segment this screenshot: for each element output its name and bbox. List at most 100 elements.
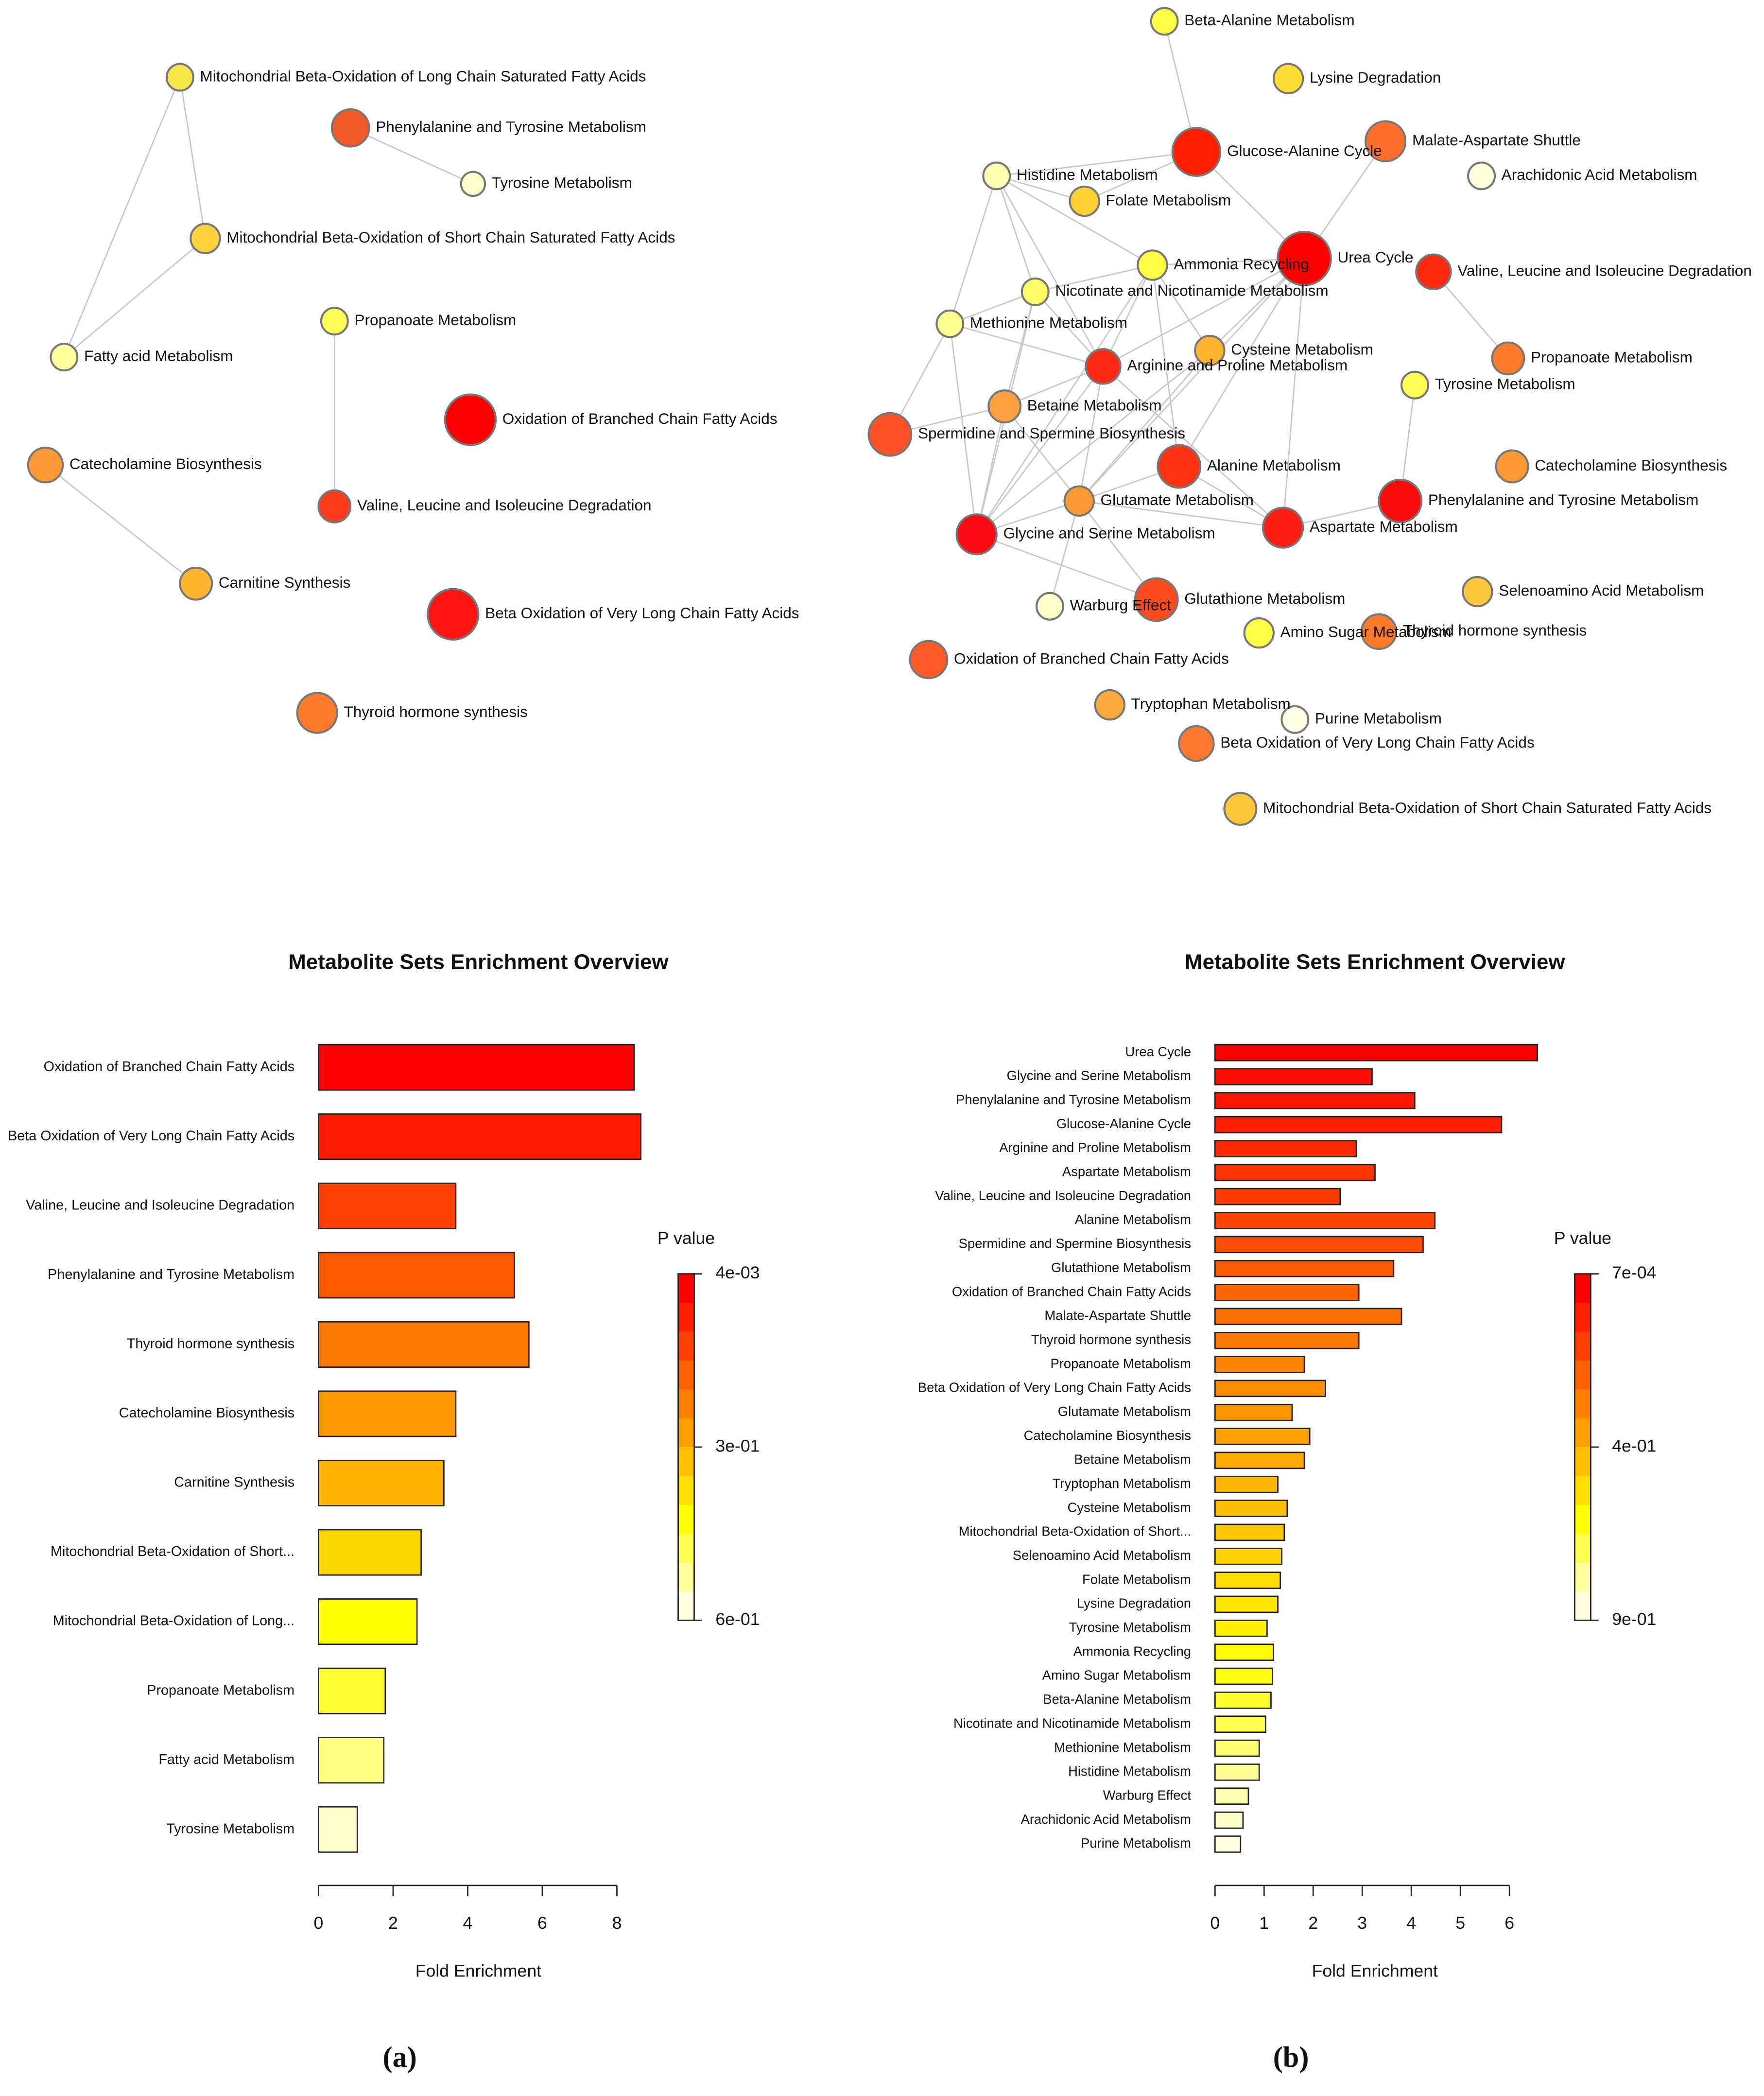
colorbar-step xyxy=(678,1274,694,1303)
bar xyxy=(1214,1308,1402,1326)
node-label: Tyrosine Metabolism xyxy=(492,174,632,192)
node xyxy=(1365,120,1407,162)
edge xyxy=(1004,406,1080,502)
x-tick-label: 1 xyxy=(1259,1913,1269,1933)
category-label: Thyroid hormone synthesis xyxy=(1031,1332,1191,1347)
category-label: Phenylalanine and Tyrosine Metabolism xyxy=(956,1092,1191,1107)
x-tick-label: 5 xyxy=(1455,1913,1465,1933)
node xyxy=(1262,507,1304,549)
category-label: Glutamate Metabolism xyxy=(1058,1404,1191,1419)
edge xyxy=(1102,264,1153,367)
bar xyxy=(318,1460,445,1506)
category-label: Nicotinate and Nicotinamide Metabolism xyxy=(953,1715,1191,1730)
node xyxy=(1360,613,1398,650)
node-label: Cysteine Metabolism xyxy=(1231,340,1373,358)
node xyxy=(1462,576,1493,608)
category-label: Aspartate Metabolism xyxy=(1062,1164,1191,1179)
bar xyxy=(1214,1140,1357,1157)
node xyxy=(1272,63,1304,94)
node-label: Tryptophan Metabolism xyxy=(1131,695,1291,712)
colorbar-step xyxy=(678,1562,694,1592)
edge xyxy=(63,238,206,358)
node xyxy=(1171,127,1222,177)
category-label: Purine Metabolism xyxy=(1081,1835,1191,1851)
node-label: Arginine and Proline Metabolism xyxy=(1127,356,1348,374)
colorbar-step xyxy=(678,1360,694,1390)
colorbar-step xyxy=(1574,1389,1591,1419)
colorbar-label: 6e-01 xyxy=(715,1609,760,1629)
bar xyxy=(1214,1500,1288,1517)
colorbar-step xyxy=(678,1504,694,1535)
bar xyxy=(1214,1428,1311,1445)
category-label: Mitochondrial Beta-Oxidation of Short... xyxy=(959,1524,1191,1539)
node xyxy=(1150,7,1179,36)
node xyxy=(1378,478,1423,524)
node-label: Catecholamine Biosynthesis xyxy=(1535,456,1727,474)
node xyxy=(1223,791,1258,826)
node-label: Glutamate Metabolism xyxy=(1101,491,1254,508)
category-label: Thyroid hormone synthesis xyxy=(127,1336,294,1352)
category-label: Phenylalanine and Tyrosine Metabolism xyxy=(48,1267,294,1282)
bar xyxy=(318,1113,641,1160)
node xyxy=(987,389,1022,424)
node-label: Amino Sugar Metabolism xyxy=(1280,623,1452,640)
node xyxy=(460,171,486,197)
bar xyxy=(1214,1620,1268,1637)
bar xyxy=(1214,1572,1281,1589)
bar xyxy=(1214,1116,1503,1134)
node-label: Oxidation of Branched Chain Fatty Acids xyxy=(502,410,778,427)
bar xyxy=(1214,1212,1436,1229)
node-label: Valine, Leucine and Isoleucine Degradati… xyxy=(1457,262,1752,279)
node-label: Histidine Metabolism xyxy=(1017,166,1158,183)
bar xyxy=(1214,1667,1273,1685)
x-tick-label: 8 xyxy=(612,1913,622,1933)
category-label: Catecholamine Biosynthesis xyxy=(119,1405,294,1421)
category-label: Malate-Aspartate Shuttle xyxy=(1044,1308,1191,1323)
node-label: Tyrosine Metabolism xyxy=(1435,375,1575,393)
edge xyxy=(976,533,1157,600)
category-label: Mitochondrial Beta-Oxidation of Long... xyxy=(53,1613,294,1629)
node xyxy=(444,393,497,446)
node xyxy=(1178,725,1215,762)
category-label: Glucose-Alanine Cycle xyxy=(1056,1116,1191,1131)
category-label: Arachidonic Acid Metabolism xyxy=(1021,1812,1191,1827)
node xyxy=(1401,370,1429,400)
node xyxy=(955,513,998,556)
node-label: Propanoate Metabolism xyxy=(1531,349,1693,366)
bar xyxy=(1214,1475,1279,1493)
edge xyxy=(1152,265,1180,467)
bar xyxy=(1214,1188,1341,1205)
node-label: Betaine Metabolism xyxy=(1027,396,1162,414)
colorbar-step xyxy=(1574,1562,1591,1592)
bar xyxy=(1214,1643,1274,1661)
colorbar-label: 9e-01 xyxy=(1612,1609,1656,1629)
node xyxy=(1137,249,1168,281)
category-label: Warburg Effect xyxy=(1103,1787,1192,1802)
category-label: Ammonia Recycling xyxy=(1073,1643,1191,1659)
x-tick-label: 6 xyxy=(537,1913,547,1933)
edge xyxy=(976,406,1005,535)
node-label: Beta Oxidation of Very Long Chain Fatty … xyxy=(1220,734,1534,751)
node-label: Beta-Alanine Metabolism xyxy=(1184,11,1354,29)
colorbar-step xyxy=(1574,1504,1591,1535)
edge xyxy=(976,264,1153,535)
edge xyxy=(1433,271,1509,359)
node xyxy=(317,489,352,524)
edge xyxy=(1049,501,1080,607)
category-label: Glutathione Metabolism xyxy=(1051,1260,1191,1275)
bar xyxy=(1214,1380,1326,1397)
node-label: Thyroid hormone synthesis xyxy=(344,703,528,720)
category-label: Beta Oxidation of Very Long Chain Fatty … xyxy=(918,1380,1191,1395)
node-label: Phenylalanine and Tyrosine Metabolism xyxy=(376,118,646,135)
node-label: Alanine Metabolism xyxy=(1207,456,1341,474)
colorbar-step xyxy=(678,1331,694,1361)
colorbar-step xyxy=(1574,1418,1591,1448)
bar xyxy=(1214,1547,1283,1565)
edge xyxy=(1103,366,1284,528)
colorbar-label: 7e-04 xyxy=(1612,1263,1656,1282)
node xyxy=(909,640,949,680)
node-label: Purine Metabolism xyxy=(1315,710,1442,727)
edge xyxy=(350,127,474,185)
node-label: Glutathione Metabolism xyxy=(1184,590,1345,607)
node-label: Malate-Aspartate Shuttle xyxy=(1412,131,1581,149)
